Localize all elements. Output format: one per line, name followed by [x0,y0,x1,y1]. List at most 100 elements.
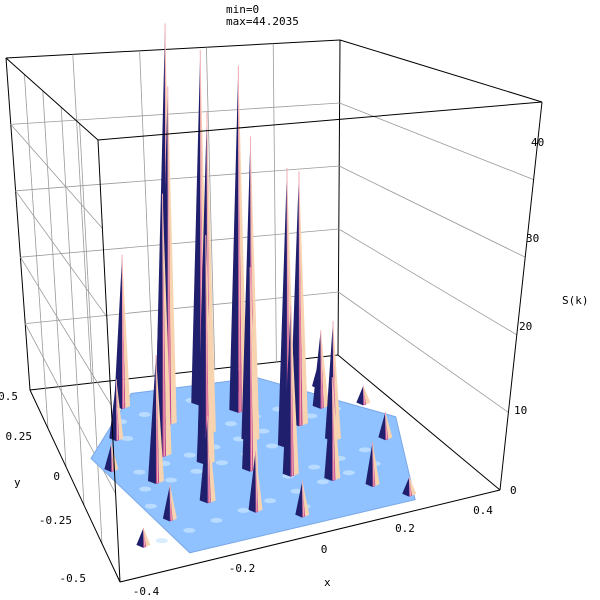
peak [153,193,172,458]
peak-ridge [255,450,258,512]
grid-line [15,190,108,318]
base-ripple [144,503,157,509]
peak [109,379,124,442]
grid-line [272,43,277,363]
base-ripple [358,447,371,453]
peak-face-dark [282,305,291,477]
x-axis-label: x [324,576,331,589]
grid-line [20,256,112,406]
peak-face-dark [147,355,156,485]
base-ripple [305,413,318,419]
base-ripple [257,428,270,434]
peak [147,354,164,485]
box-edge [97,139,121,583]
peak-face-light [298,171,308,426]
base-ripple [342,470,355,476]
peak-face-dark [277,167,287,449]
peak-face-light [116,379,124,441]
base-ripple [210,517,223,523]
peak-face-dark [114,254,123,410]
peak-face-dark [242,267,251,472]
box-edge [29,389,121,583]
x-tick-label: 0.4 [473,504,493,517]
peak-ridge [121,254,125,409]
x-tick-label: -0.2 [229,562,256,575]
peak-face-dark [229,65,239,413]
peak-face-light [290,305,299,476]
peak-face-light [255,450,263,512]
box-edge [499,101,543,491]
z-tick-label: 40 [531,136,544,149]
base-ripple [155,538,168,544]
box-edge [97,101,543,141]
base-ripple [183,527,196,533]
peak-face-light [205,235,215,464]
peak-face-dark [356,385,364,406]
peak-face-light [250,136,260,441]
base-ripple [265,443,278,449]
grid-line [339,102,534,180]
peak-face-dark [196,235,206,465]
x-tick-label: 0.2 [395,522,415,535]
z-tick-label: 20 [519,320,532,333]
peak [365,441,380,487]
peak-ridge [155,354,159,484]
grid-line [339,165,526,258]
peak-ridge [115,379,119,441]
peak-face-light [207,416,216,503]
min-label: min=0 [226,3,260,16]
peak [199,416,216,504]
grid-line [10,102,340,125]
x-tick-label: 0 [321,543,328,556]
bounding-box-front [5,57,543,583]
peak-ridge [384,411,388,440]
peak-ridge [408,476,412,496]
x-tick-label: -0.4 [133,585,160,598]
peak-face-dark [248,450,256,513]
peak-face-light [320,330,329,408]
base-ripple [316,479,329,485]
peak-face-light [169,484,177,521]
peak-face-light [372,441,380,486]
box-edge [337,354,501,491]
base-ripple [290,488,303,494]
peak-face-dark [109,379,117,442]
box-edge [339,39,543,103]
grid-line [139,50,154,377]
grid-line [15,165,340,192]
peak-face-dark [104,443,112,473]
peak-face-light [206,112,216,434]
peak-ridge [320,330,323,408]
z-axis-label: S(k) [562,294,589,307]
z-tick-label: 0 [510,484,517,497]
peak [242,267,259,472]
peak-ridge [249,267,253,471]
y-axis-label: y [14,476,21,489]
peak-face-dark [312,330,321,409]
base-ripple [133,469,146,475]
peak-face-light [143,528,151,547]
grid-line [60,107,85,506]
grid-line [338,291,509,413]
peak-face-dark [295,481,303,518]
box-edge [5,57,31,391]
axis-ticks: -0.4 -0.2 0 0.2 0.4 0.5 0.25 0 -0.25 -0.5 0 10 20 30 4… [0,136,544,598]
peak-face-light [363,385,371,405]
peak-face-dark [162,484,170,522]
peak-face-dark [191,50,201,406]
peak [402,476,417,497]
peak-face-dark [136,528,144,548]
grid-line [72,54,92,384]
y-tick-label: 0 [53,470,60,483]
y-tick-label: 0.5 [0,390,18,403]
peak [136,528,151,548]
max-label: max=44.2035 [226,15,299,28]
peak-ridge [290,305,293,476]
peak [356,385,371,406]
peak-ridge [301,481,305,517]
peak-ridge [331,377,335,481]
peak-ridge [110,443,114,472]
peak-ridge [169,484,172,521]
base-ripple [264,498,277,504]
base-ripple [164,477,177,483]
